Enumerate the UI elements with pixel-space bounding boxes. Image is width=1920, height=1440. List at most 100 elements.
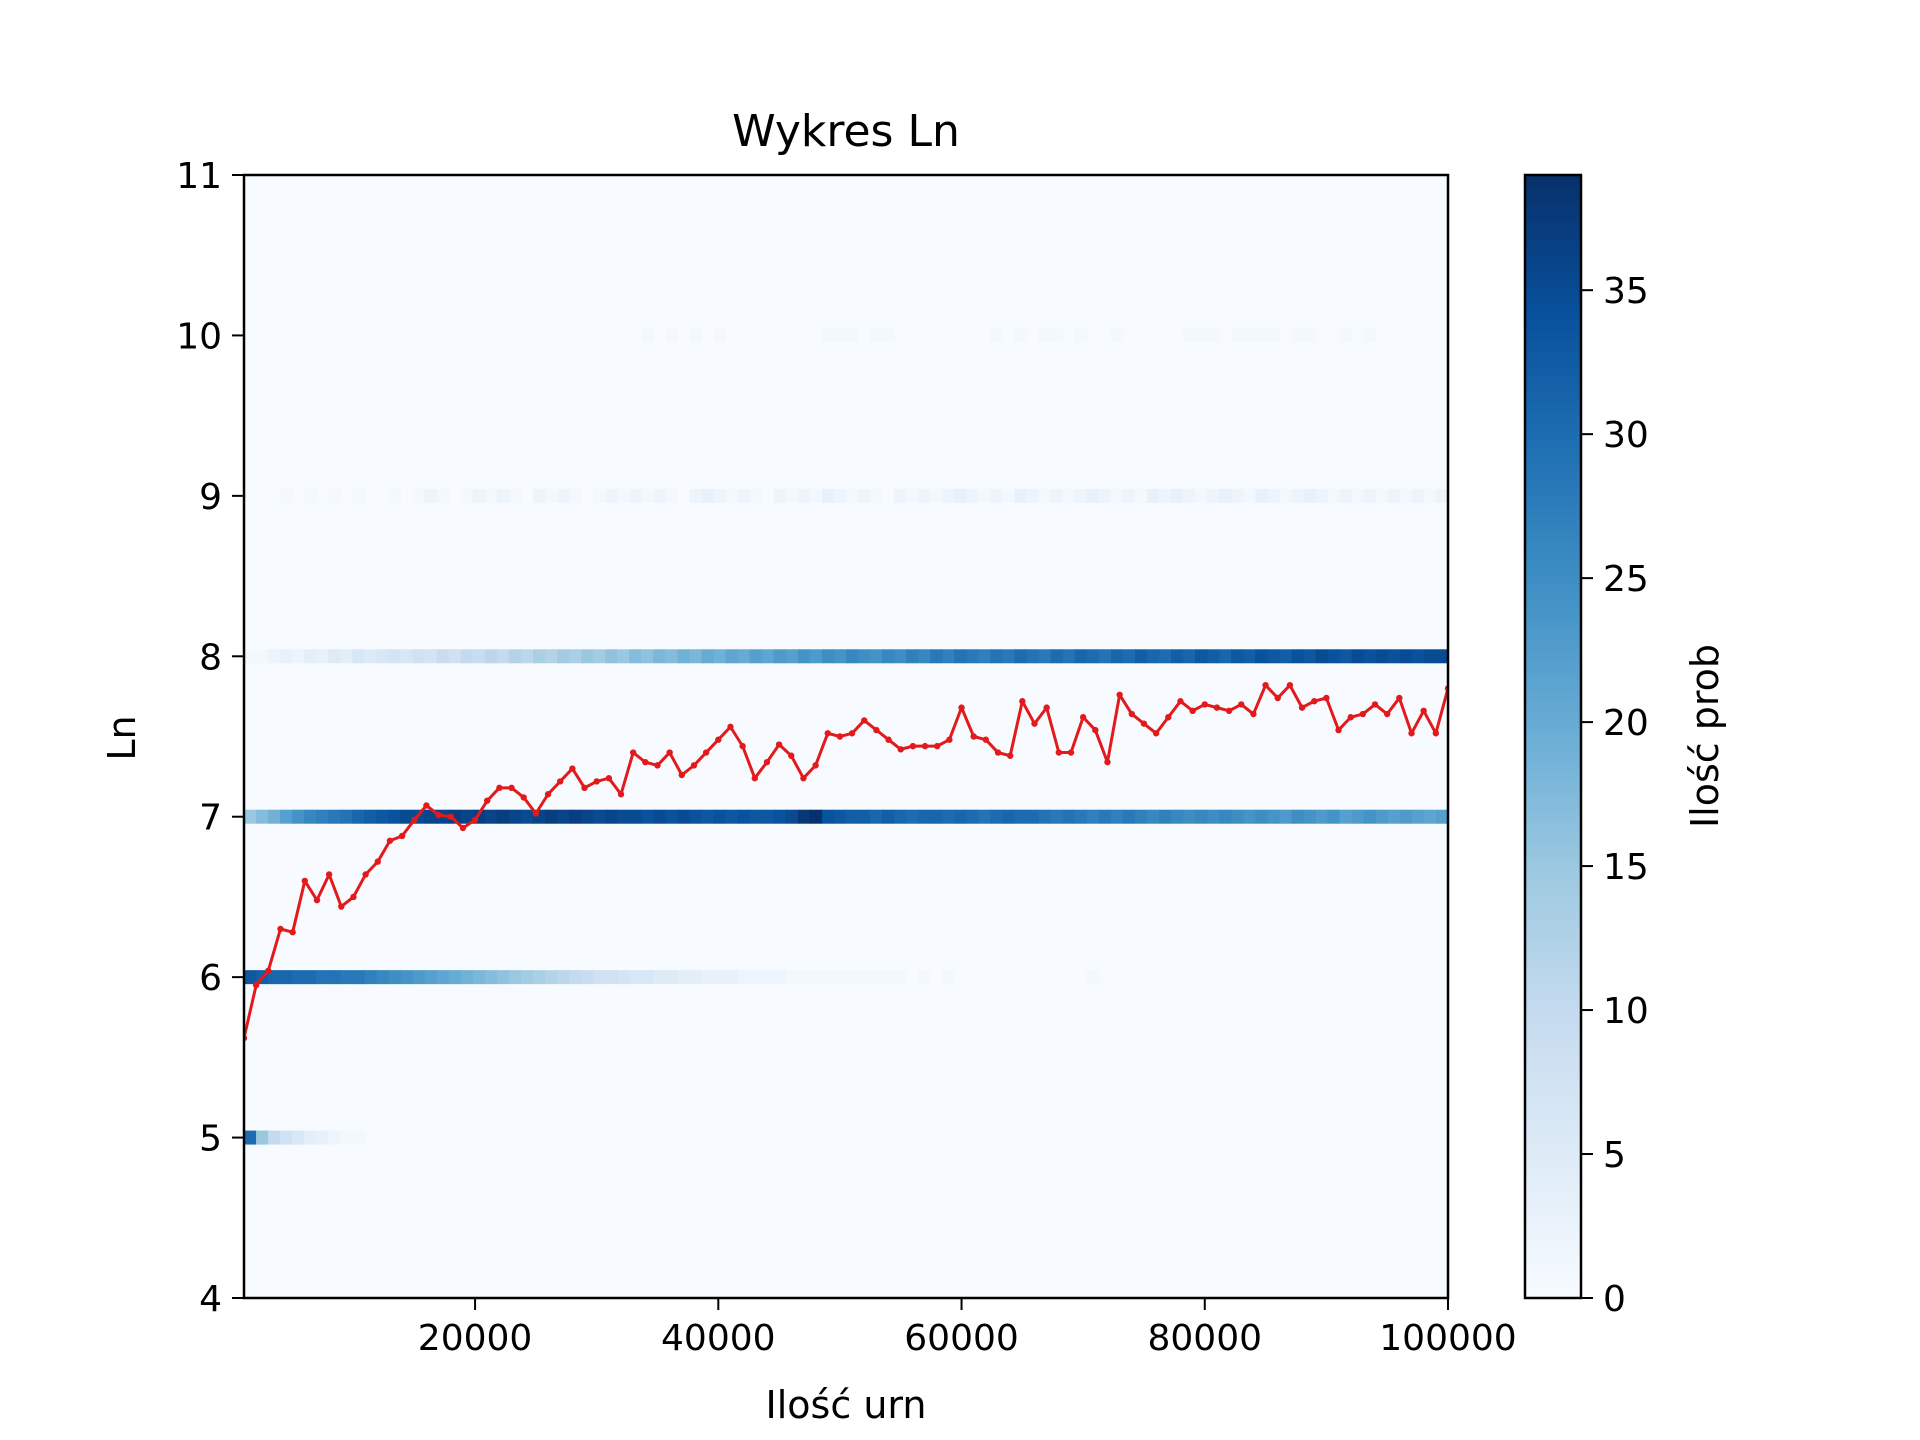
heatmap-cell [1074,649,1088,664]
heatmap-cell [1122,488,1136,503]
colorbar-tick-label: 35 [1603,271,1649,312]
heatmap-cell [954,488,967,503]
heatmap-cell [436,970,450,985]
heatmap-cell [665,488,679,503]
heatmap-cell [1339,649,1353,664]
heatmap-cell [412,488,426,503]
heatmap-cell [713,970,727,985]
heatmap-cell [545,970,558,985]
heatmap-cell [978,649,992,664]
heatmap-cell [364,970,378,985]
series-point [544,791,552,798]
heatmap-cell [1147,649,1160,664]
heatmap-cell [1074,809,1088,824]
series-point [897,746,904,753]
heatmap-cell [942,488,955,503]
heatmap-cell [737,970,751,985]
heatmap-cell [1098,488,1112,503]
heatmap-cell [352,649,365,664]
heatmap-cell [918,809,931,824]
heatmap-cell [821,328,835,343]
heatmap-cell [352,970,365,985]
heatmap-cell [1171,649,1184,664]
heatmap-cell [460,809,474,824]
heatmap-cell [833,649,847,664]
heatmap-cell [1062,488,1076,503]
series-point [946,736,953,743]
heatmap-cell [833,328,847,343]
heatmap-cell [966,809,980,824]
series-point [678,771,686,779]
heatmap-cell [496,488,510,503]
heatmap-cell [1267,488,1281,503]
heatmap-cell [412,649,426,664]
series-point [629,749,637,756]
series-point [824,730,831,737]
heatmap-cell [508,809,522,824]
heatmap-cell [1423,488,1437,503]
heatmap-cell [1411,488,1425,503]
y-axis: 4 5 6 7 8 9 10 11 [176,156,244,1320]
heatmap-cell [906,809,919,824]
series-point [447,813,454,820]
heatmap-cell [1159,809,1172,824]
heatmap-cell [882,328,895,343]
heatmap-cell [677,649,691,664]
heatmap-cell [1351,488,1365,503]
heatmap-cell [424,488,438,503]
series-point [423,802,430,809]
heatmap-cell [460,649,474,664]
heatmap-cell [532,488,546,503]
heatmap-cell [364,809,378,824]
series-point [252,981,260,989]
heatmap-cell [1219,809,1232,824]
heatmap-cell [653,809,666,824]
series-point [958,704,965,711]
heatmap-cell [268,1130,281,1145]
colorbar-tick-label: 15 [1603,847,1649,888]
heatmap-cell [1279,809,1293,824]
heatmap-cell [268,649,281,664]
series-point [690,762,698,769]
heatmap-cell [593,809,606,824]
heatmap-cell [1267,809,1281,824]
heatmap-cell [665,970,679,985]
series-point [1079,714,1087,721]
heatmap-cell [954,809,967,824]
colorbar-tick-label: 10 [1603,991,1649,1032]
heatmap-cell [424,970,438,985]
heatmap-cell [761,649,775,664]
heatmap-cell [918,488,931,503]
heatmap-cell [340,970,353,985]
series-point [1359,710,1367,718]
heatmap-cell [292,809,305,824]
series-point [277,925,284,933]
series-point [338,903,345,910]
heatmap-cell [689,649,703,664]
heatmap-cell [1375,488,1389,503]
heatmap-cell [1291,488,1305,503]
heatmap-cell [701,970,715,985]
heatmap-cell [1411,809,1425,824]
heatmap-cell [280,970,293,985]
heatmap-cell [605,649,618,664]
heatmap-cell [1147,809,1160,824]
heatmap-cell [244,1130,257,1145]
heatmap-cell [1399,809,1413,824]
heatmap-cell [990,488,1004,503]
colorbar-tick-label: 25 [1603,559,1649,600]
heatmap-cell [1339,328,1353,343]
x-tick-label: 80000 [1148,1318,1263,1359]
heatmap-cell [256,809,269,824]
heatmap-cell [641,809,654,824]
series-point [1092,726,1099,734]
heatmap-cell [1171,488,1184,503]
heatmap-cell [713,488,727,503]
heatmap-cell [496,649,510,664]
heatmap-cell [1086,488,1100,503]
heatmap-cell [520,649,534,664]
series-point [350,893,357,901]
series-point [435,811,442,819]
heatmap-cell [1255,649,1268,664]
heatmap-cell [773,809,787,824]
